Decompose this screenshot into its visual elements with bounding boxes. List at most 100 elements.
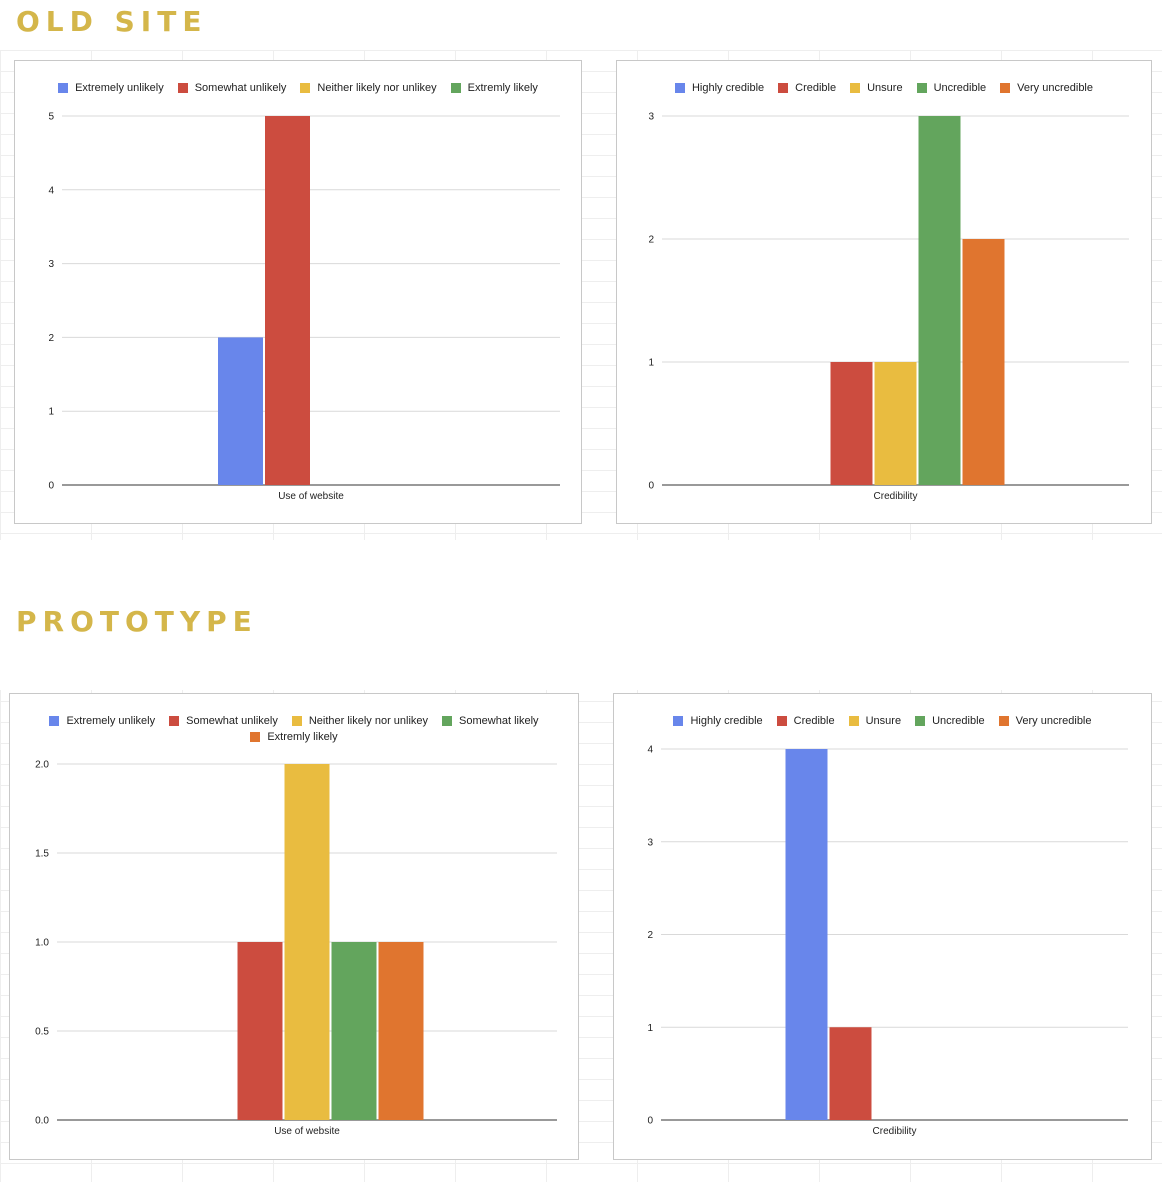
legend-item-uncredible: Uncredible <box>916 81 987 95</box>
y-tick-label: 0 <box>648 481 654 492</box>
section-gap <box>0 540 1162 690</box>
y-tick-label: 5 <box>48 112 54 123</box>
legend-item-uncredible: Uncredible <box>915 714 985 728</box>
chart-plot: 0.0 0.5 1.0 1.5 2.0 Use of website <box>35 760 557 1137</box>
legend-label: Neither likely nor unlikey <box>308 715 429 727</box>
bar-extremly-likely <box>378 942 424 1120</box>
legend-item-extremely-unlikely: Extremely unlikely <box>49 714 155 728</box>
y-tick-label: 1.0 <box>35 938 49 949</box>
legend-swatch <box>300 83 311 93</box>
legend-swatch <box>674 83 685 93</box>
y-tick-label: 0 <box>647 1116 653 1127</box>
legend-item-credible: Credible <box>778 81 836 95</box>
legend-item-unsure: Unsure <box>848 714 901 728</box>
legend-swatch <box>450 83 461 93</box>
bar-credible <box>830 362 873 485</box>
bar-very-uncredible <box>962 239 1005 485</box>
legend-item-very-uncredible: Very uncredible <box>1000 81 1093 95</box>
old-site-use-chart[interactable]: Extremely unlikely Somewhat unlikely Neith… <box>14 60 582 524</box>
legend-swatch <box>850 83 861 93</box>
legend-item-somewhat-unlikely: Somewhat unlikely <box>177 81 287 95</box>
legend-swatch <box>49 716 60 726</box>
prototype-credibility-chart[interactable]: Highly credible Credible Unsure Uncredible V… <box>613 693 1152 1160</box>
legend-item-credible: Credible <box>776 714 835 728</box>
legend-label: Extremely unlikely <box>75 82 164 94</box>
prototype-use-chart[interactable]: Extremely unlikely Somewhat unlikely Neith… <box>9 693 579 1160</box>
chart-plot: 0 1 2 3 4 Credibility <box>647 745 1128 1137</box>
y-tick-label: 0 <box>48 481 54 492</box>
legend-label: Somewhat unlikely <box>186 715 278 727</box>
chart-legend: Highly credible Credible Unsure Uncredible V… <box>617 81 1151 95</box>
y-tick-label: 2 <box>648 235 654 246</box>
bar-highly-credible <box>785 749 828 1120</box>
legend-item-extremely-unlikely: Extremely unlikely <box>58 81 164 95</box>
legend-label: Credible <box>795 82 837 94</box>
legend-swatch <box>673 716 684 726</box>
legend-label: Somewhat likely <box>459 715 539 727</box>
legend-label: Unsure <box>867 82 903 94</box>
legend-item-highly-credible: Highly credible <box>674 81 764 95</box>
legend-item-very-uncredible: Very uncredible <box>998 714 1092 728</box>
legend-swatch <box>776 716 787 726</box>
legend-swatch <box>915 716 926 726</box>
bar-somewhat-unlikely <box>237 942 283 1120</box>
legend-swatch <box>250 732 261 742</box>
y-tick-label: 1 <box>647 1023 653 1034</box>
y-tick-label: 2.0 <box>35 760 49 771</box>
y-tick-label: 4 <box>48 185 54 196</box>
section-title-prototype: PROTOTYPE <box>16 605 258 638</box>
chart-plot: 0 1 2 3 4 5 Use of website <box>48 112 560 502</box>
legend-item-neither-likely-nor-unlikey: Neither likely nor unlikey <box>291 714 429 728</box>
y-tick-label: 0.5 <box>35 1027 49 1038</box>
bar-extremely-unlikely <box>218 337 263 485</box>
legend-swatch <box>848 716 859 726</box>
chart-plot: 0 1 2 3 Credibility <box>648 112 1129 502</box>
legend-swatch <box>778 83 789 93</box>
legend-label: Very uncredible <box>1017 82 1093 94</box>
legend-item-unsure: Unsure <box>850 81 903 95</box>
legend-label: Extremly likely <box>467 82 538 94</box>
legend-swatch <box>177 83 188 93</box>
y-tick-label: 3 <box>647 837 653 848</box>
x-category-label: Credibility <box>874 491 918 502</box>
bar-credible <box>829 1027 872 1120</box>
x-category-label: Use of website <box>274 1126 340 1137</box>
legend-label: Very uncredible <box>1015 715 1092 727</box>
bar-somewhat-likely <box>331 942 377 1120</box>
y-tick-label: 3 <box>648 112 654 123</box>
legend-item-somewhat-unlikely: Somewhat unlikely <box>169 714 278 728</box>
y-tick-label: 1 <box>648 358 654 369</box>
legend-item-neither-likely-nor-unlikey: Neither likely nor unlikey <box>300 81 437 95</box>
y-tick-label: 4 <box>647 745 653 756</box>
legend-label: Highly credible <box>690 715 763 727</box>
legend-swatch <box>916 83 927 93</box>
legend-label: Somewhat unlikely <box>194 82 287 94</box>
chart-legend: Extremely unlikely Somewhat unlikely Neith… <box>10 714 578 744</box>
bar-uncredible <box>918 116 961 485</box>
legend-item-highly-credible: Highly credible <box>673 714 763 728</box>
chart-legend: Highly credible Credible Unsure Uncredible V… <box>614 714 1151 728</box>
legend-swatch <box>1000 83 1011 93</box>
legend-item-extremly-likely: Extremly likely <box>250 730 338 744</box>
y-tick-label: 1 <box>48 407 54 418</box>
x-category-label: Credibility <box>873 1126 917 1137</box>
bar-neither-likely-nor-unlikey <box>284 764 330 1120</box>
legend-swatch <box>169 716 180 726</box>
legend-label: Credible <box>793 715 835 727</box>
x-category-label: Use of website <box>278 491 344 502</box>
legend-label: Uncredible <box>933 82 987 94</box>
y-tick-label: 2 <box>48 333 54 344</box>
y-tick-label: 2 <box>647 930 653 941</box>
chart-legend: Extremely unlikely Somewhat unlikely Neith… <box>15 81 581 95</box>
section-title-old-site: OLD SITE <box>16 5 208 38</box>
y-tick-label: 3 <box>48 259 54 270</box>
legend-label: Extremly likely <box>267 731 338 743</box>
legend-swatch <box>291 716 302 726</box>
legend-swatch <box>58 83 69 93</box>
old-site-credibility-chart[interactable]: Highly credible Credible Unsure Uncredible V… <box>616 60 1152 524</box>
bar-unsure <box>874 362 917 485</box>
y-tick-label: 0.0 <box>35 1116 49 1127</box>
legend-label: Uncredible <box>932 715 985 727</box>
legend-label: Extremely unlikely <box>66 715 156 727</box>
legend-swatch <box>442 716 453 726</box>
